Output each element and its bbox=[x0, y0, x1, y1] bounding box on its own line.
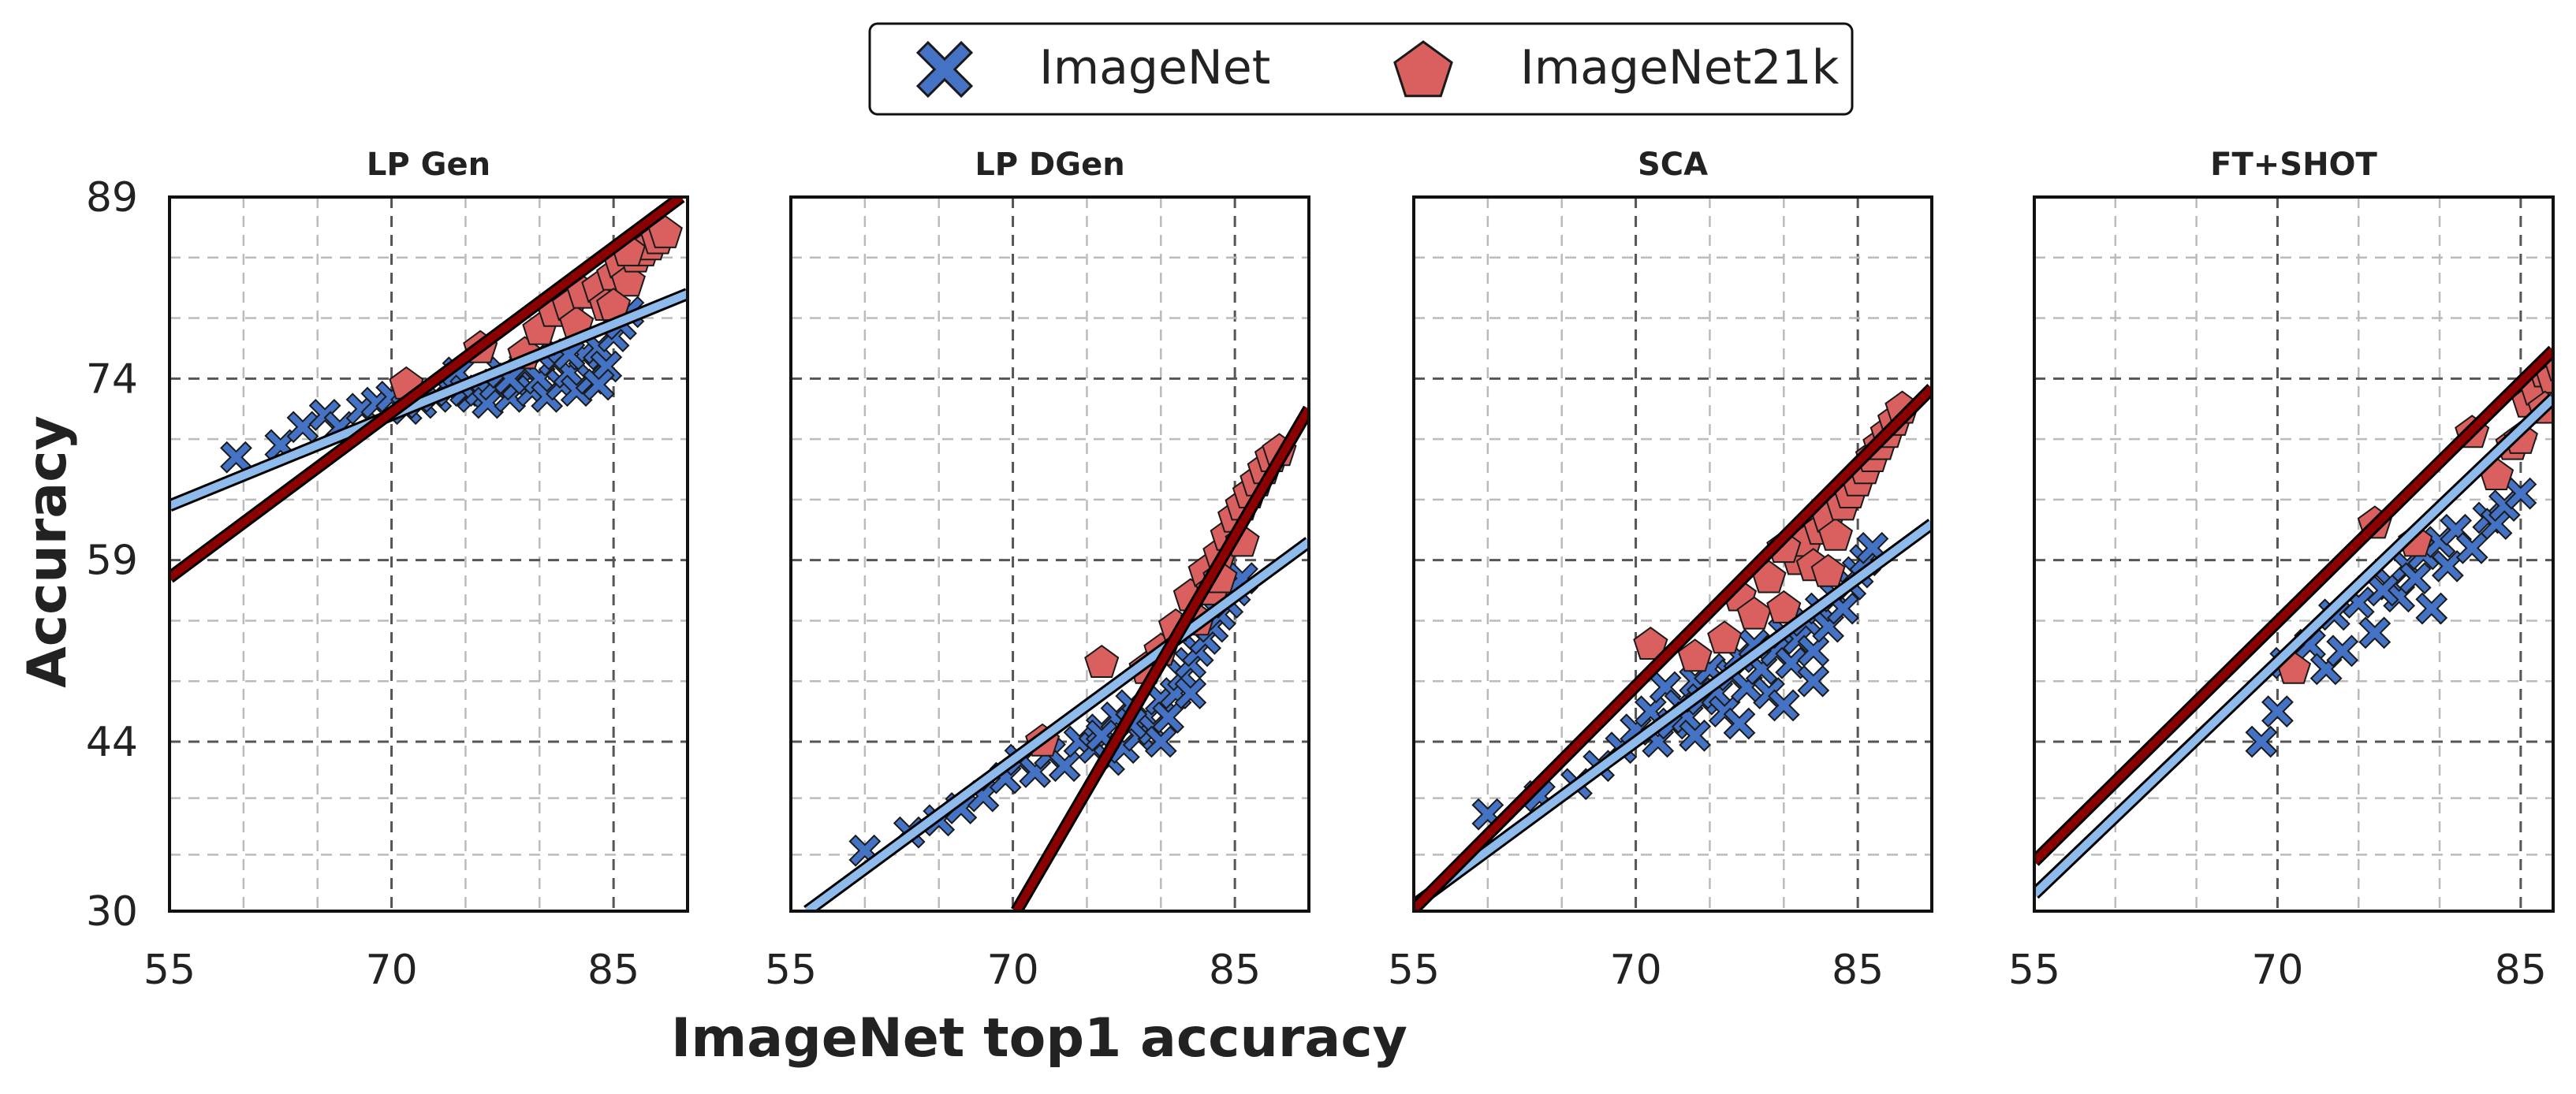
fit-line-imagenet21k bbox=[1414, 383, 1932, 911]
plot-frame bbox=[168, 195, 689, 913]
plot-area bbox=[1414, 197, 1932, 911]
point-imagenet bbox=[1767, 689, 1800, 722]
y-tick-label: 59 bbox=[86, 538, 138, 585]
x-tick-label: 55 bbox=[144, 947, 196, 994]
point-imagenet21k bbox=[1707, 620, 1743, 654]
x-tick-label: 85 bbox=[2495, 947, 2547, 994]
x-tick-label: 70 bbox=[2251, 947, 2303, 994]
point-imagenet21k bbox=[1766, 590, 1802, 623]
point-imagenet bbox=[1797, 664, 1830, 698]
plot-frame bbox=[789, 195, 1310, 913]
legend-label-imagenet21k: ImageNet21k bbox=[1520, 40, 1840, 95]
point-imagenet bbox=[1679, 719, 1712, 752]
y-tick-label: 89 bbox=[86, 174, 138, 221]
point-imagenet bbox=[2245, 725, 2278, 758]
point-imagenet bbox=[1144, 725, 1177, 758]
y-tick-label: 44 bbox=[86, 719, 138, 766]
point-imagenet bbox=[1723, 707, 1756, 740]
x-tick-label: 85 bbox=[1832, 947, 1884, 994]
fit-line-imagenet21k bbox=[170, 197, 685, 583]
legend-frame bbox=[868, 22, 1854, 116]
point-imagenet bbox=[2326, 634, 2359, 668]
fit-line-imagenet21k bbox=[2034, 345, 2553, 866]
x-tick-label: 70 bbox=[986, 947, 1038, 994]
point-imagenet bbox=[2358, 616, 2391, 649]
legend: ImageNet ImageNet21k bbox=[868, 22, 1854, 116]
point-imagenet21k bbox=[1084, 644, 1120, 678]
point-imagenet21k bbox=[1817, 517, 1854, 551]
panel-0: LP Gen 55 70 85 30 44 59 74 89 bbox=[86, 147, 689, 994]
panel-3: FT+SHOT 55 70 85 bbox=[2008, 147, 2555, 994]
x-tick-label: 70 bbox=[365, 947, 417, 994]
panel-title: FT+SHOT bbox=[2210, 147, 2377, 183]
point-imagenet bbox=[2504, 477, 2537, 510]
legend-label-imagenet: ImageNet bbox=[1039, 40, 1270, 95]
fit-line-imagenet bbox=[2034, 393, 2553, 899]
grid bbox=[1414, 197, 1932, 911]
point-imagenet bbox=[1048, 750, 1081, 783]
point-imagenet21k bbox=[1633, 626, 1668, 660]
point-imagenet bbox=[2455, 531, 2488, 564]
panel-title: LP Gen bbox=[367, 147, 490, 183]
panel-1: LP DGen 55 70 85 bbox=[765, 147, 1310, 994]
x-tick-label: 85 bbox=[587, 947, 639, 994]
y-tick-label: 30 bbox=[86, 888, 138, 936]
point-imagenet21k bbox=[1677, 638, 1713, 672]
fit-line-imagenet bbox=[170, 288, 688, 512]
panel-title: SCA bbox=[1638, 147, 1708, 183]
point-imagenet bbox=[1174, 677, 1207, 710]
fit-line-imagenet bbox=[1414, 519, 1932, 910]
y-tick-label: 74 bbox=[86, 355, 138, 403]
x-tick-label: 55 bbox=[765, 947, 817, 994]
pentagon-icon bbox=[1393, 40, 1453, 98]
marks bbox=[170, 197, 688, 583]
point-imagenet21k bbox=[1810, 553, 1846, 587]
x-tick-label: 85 bbox=[1209, 947, 1261, 994]
legend-entry-imagenet21k: ImageNet21k bbox=[1393, 40, 1840, 98]
marks bbox=[1414, 383, 1932, 911]
plot-frame bbox=[2033, 195, 2555, 913]
point-imagenet bbox=[1152, 701, 1185, 734]
point-imagenet bbox=[1797, 634, 1830, 668]
marks bbox=[803, 405, 1309, 911]
grid bbox=[2034, 197, 2553, 911]
point-imagenet bbox=[2399, 562, 2432, 595]
point-imagenet bbox=[2366, 574, 2399, 607]
point-imagenet bbox=[2431, 549, 2464, 582]
panels: LP Gen 55 70 85 30 44 59 74 89 LP DGen 55 70 85 SCA 55… bbox=[86, 147, 2555, 994]
point-imagenet21k bbox=[2552, 353, 2553, 359]
point-imagenet bbox=[286, 411, 319, 444]
legend-entry-imagenet: ImageNet bbox=[915, 40, 1270, 99]
x-axis-label: ImageNet top1 accuracy bbox=[671, 1007, 1407, 1070]
point-imagenet bbox=[2261, 695, 2294, 728]
x-tick-label: 55 bbox=[2008, 947, 2060, 994]
point-imagenet bbox=[582, 368, 615, 401]
fit-line-imagenet bbox=[803, 537, 1309, 911]
plot-frame bbox=[1412, 195, 1933, 913]
fit-line-imagenet21k bbox=[1011, 405, 1309, 911]
x-icon bbox=[915, 40, 974, 99]
point-imagenet bbox=[2415, 592, 2448, 625]
y-axis-label: Accuracy bbox=[17, 415, 79, 688]
marks bbox=[2034, 345, 2553, 899]
x-tick-label: 55 bbox=[1388, 947, 1440, 994]
x-tick-label: 70 bbox=[1609, 947, 1661, 994]
panel-2: SCA 55 70 85 bbox=[1388, 147, 1933, 994]
panel-title: LP DGen bbox=[975, 147, 1124, 183]
